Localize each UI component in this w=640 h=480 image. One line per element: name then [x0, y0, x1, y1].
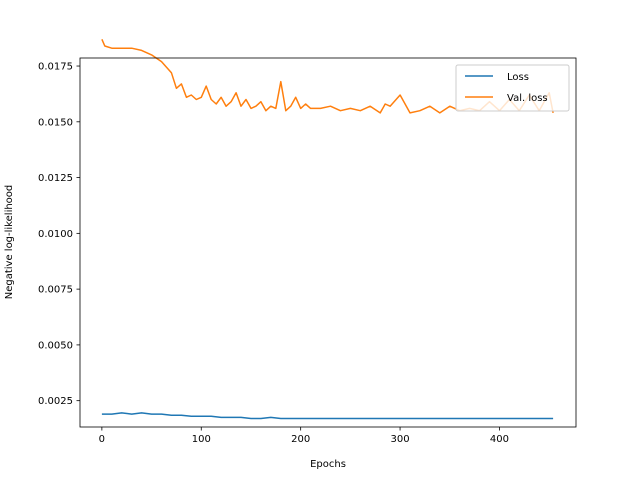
y-tick-label: 0.0125 [38, 173, 73, 184]
y-tick-label: 0.0025 [38, 396, 73, 407]
y-tick-label: 0.0150 [38, 117, 73, 128]
x-tick-label: 200 [291, 434, 310, 445]
y-axis-label: Negative log-likelihood [4, 185, 15, 300]
x-tick-label: 100 [192, 434, 211, 445]
x-axis-label: Epochs [310, 459, 346, 470]
y-tick-label: 0.0100 [38, 229, 73, 240]
x-axis: 0 100 200 300 400 [99, 427, 509, 445]
x-tick-label: 0 [99, 434, 105, 445]
legend-label: Val. loss [507, 93, 548, 104]
series-line-loss [101, 412, 554, 420]
legend: Loss Val. loss [455, 64, 570, 112]
legend-label: Loss [507, 72, 529, 83]
y-axis: 0.0025 0.0050 0.0075 0.0100 0.0125 0.0150 0.01… [38, 62, 80, 407]
y-tick-label: 0.0075 [38, 285, 73, 296]
x-tick-label: 300 [391, 434, 410, 445]
axes-frame [79, 57, 577, 428]
x-tick-label: 400 [490, 434, 509, 445]
y-tick-label: 0.0050 [38, 340, 73, 351]
y-tick-label: 0.0175 [38, 62, 73, 73]
